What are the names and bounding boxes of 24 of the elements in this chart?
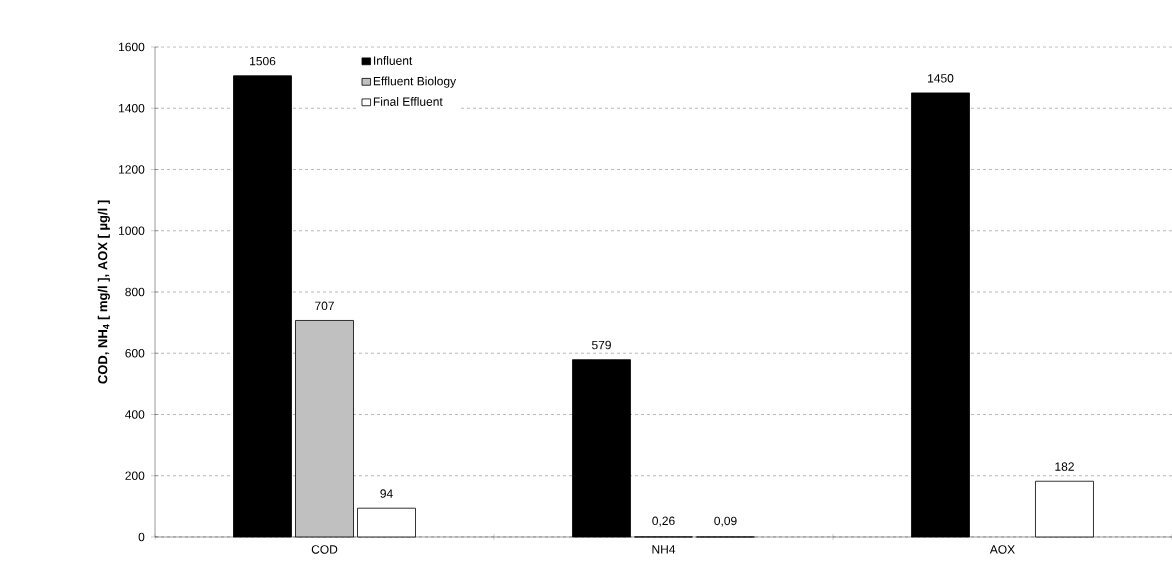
data-label: 1450	[928, 74, 954, 83]
data-label: 182	[1055, 462, 1074, 471]
data-label: 1506	[250, 56, 276, 66]
data-label: 579	[591, 340, 611, 350]
data-label: 707	[315, 301, 334, 311]
y-tick-label: 1600	[119, 42, 145, 52]
y-axis-title: COD, NH$_{4}$ [ mg/l ], AOX [ µg/l ]	[97, 200, 110, 384]
y-tick-label: 1200	[119, 165, 145, 174]
data-label: 94	[380, 489, 393, 498]
data-label: 0,26	[652, 516, 675, 527]
legend-label: Final Effluent	[373, 97, 443, 106]
x-tick-label: NH4	[652, 545, 676, 554]
x-tick-label: AOX	[989, 545, 1015, 554]
legend-label: Influent	[374, 56, 413, 65]
y-tick-label: 800	[125, 287, 145, 297]
legend-label: Effluent Biology	[373, 76, 457, 88]
x-tick-label: COD	[311, 545, 338, 554]
y-tick-label: 200	[125, 471, 145, 480]
y-tick-label: 600	[125, 348, 145, 358]
data-label: 0,09	[714, 516, 737, 527]
y-tick-label: 1000	[119, 226, 145, 235]
y-tick-label: 1400	[119, 103, 145, 113]
y-tick-label: 0	[138, 532, 145, 542]
y-tick-label: 400	[125, 410, 145, 419]
